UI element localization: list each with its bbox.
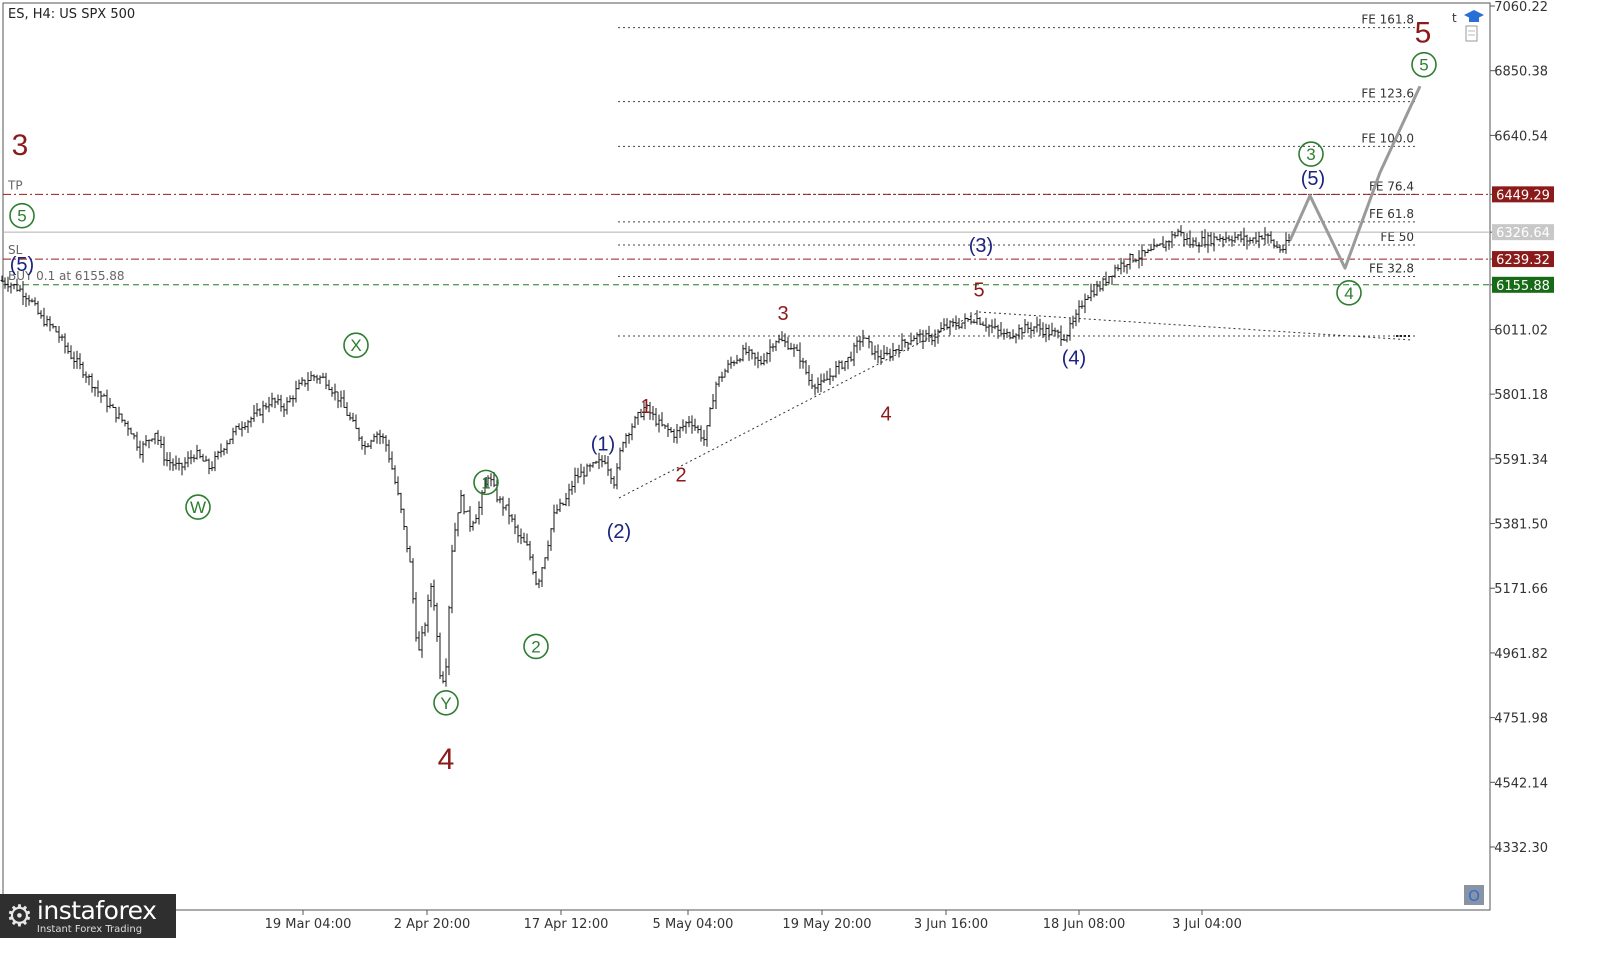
logo-tagline: Instant Forex Trading (36, 923, 143, 935)
wave-circle (9, 202, 35, 229)
price-badge (1492, 224, 1554, 241)
y-tick-label: 5591.34 (1494, 453, 1548, 468)
wave-label-paren: (2) (607, 521, 631, 543)
x-tick-label: 19 Mar 04:00 (265, 917, 352, 932)
y-tick-label: 6850.38 (1494, 65, 1548, 80)
y-tick-label: 7060.22 (1494, 0, 1548, 15)
wave-label-minor: 3 (777, 303, 788, 325)
svg-text:O: O (1468, 887, 1480, 905)
wave-labels: 3 5 (5) W X Y 4 1 2 (1) (2) 1 2 3 4 5 (3) (4) (5) 3 4 5 5 (9, 16, 1437, 776)
wave-circle (433, 690, 459, 716)
wave-label: 5 (17, 207, 26, 226)
t-icon[interactable]: t (1452, 11, 1457, 25)
trendlines (618, 311, 1413, 499)
price-badge (1492, 251, 1554, 268)
wave-label-paren: (3) (969, 235, 993, 257)
fib-label: FE 76.4 (1369, 179, 1414, 193)
y-tick-label: 5801.18 (1494, 388, 1548, 403)
projection (1288, 85, 1422, 270)
logo-brand: instaforex (36, 895, 157, 925)
wave-label: 2 (531, 637, 540, 656)
corner-button[interactable]: O (1464, 885, 1484, 905)
wave-label-paren: (5) (1301, 168, 1325, 190)
wave-circle (523, 633, 549, 660)
fib-label: FE 100.0 (1361, 131, 1414, 145)
channel-line-upper (978, 311, 1413, 341)
wave-label: 5 (1419, 56, 1428, 75)
wave-circle (1411, 51, 1437, 78)
y-tick-label: 5171.66 (1494, 582, 1548, 597)
buy-line-label: BUY 0.1 at 6155.88 (8, 269, 125, 283)
trade-levels: TP SL BUY 0.1 at 6155.88 (3, 178, 1490, 286)
wave-label-minor: 2 (675, 465, 686, 487)
price-badge-label: 6239.32 (1496, 253, 1550, 268)
y-tick-label: 5381.50 (1494, 518, 1548, 533)
wave-label: 3 (1306, 145, 1315, 164)
y-tick-label: 4751.98 (1494, 712, 1548, 727)
instaforex-logo: ⚙ instaforex Instant Forex Trading (0, 894, 176, 938)
price-badge-label: 6449.29 (1496, 188, 1550, 203)
price-axis: 7060.22 6850.38 6640.54 6449.29 6326.64 6239.… (1490, 0, 1554, 856)
price-badge (1492, 276, 1554, 293)
wave-label-minor: 5 (973, 280, 984, 302)
wave-circle (343, 332, 369, 358)
wave-label-major: 3 (12, 129, 29, 162)
price-badge (1492, 186, 1554, 203)
wave-label: 4 (1344, 284, 1353, 303)
tp-line-label: TP (7, 178, 23, 192)
wave-label-major: 5 (1415, 16, 1432, 49)
wave-label-minor: 4 (880, 404, 891, 426)
fib-label: FE 123.6 (1361, 87, 1414, 101)
wave-label: X (350, 336, 361, 355)
y-tick-label: 4332.30 (1494, 841, 1548, 856)
y-tick-label: 6011.02 (1494, 323, 1548, 338)
chart-area (2, 2, 1491, 911)
wave-label: W (190, 498, 206, 517)
wave-label-paren: (1) (591, 434, 615, 456)
y-tick-label: 4542.14 (1494, 776, 1548, 791)
wave-label-paren: (4) (1062, 348, 1086, 370)
x-tick-label: 2 Apr 20:00 (394, 917, 471, 932)
sl-line-label: SL (8, 243, 23, 257)
wave-label: Y (440, 694, 451, 713)
wave-label-paren: (5) (10, 254, 34, 276)
chart-title: ES, H4: US SPX 500 (8, 7, 135, 22)
x-tick-label: 3 Jun 16:00 (914, 917, 988, 932)
fib-label: FE 161.8 (1361, 13, 1414, 27)
y-tick-label: 6640.54 (1494, 129, 1548, 144)
wave-circle (473, 469, 499, 496)
hat-icon[interactable] (1464, 10, 1484, 22)
x-tick-label: 18 Jun 08:00 (1043, 917, 1126, 932)
wave-label-minor: 1 (640, 396, 651, 418)
price-badge-label: 6326.64 (1496, 226, 1550, 241)
gear-icon: ⚙ (6, 899, 33, 933)
x-tick-label: 3 Jul 04:00 (1172, 917, 1242, 932)
document-icon[interactable] (1465, 25, 1478, 42)
fib-label: FE 61.8 (1369, 207, 1414, 221)
wave-label-major: 4 (438, 743, 455, 776)
x-tick-label: 17 Apr 12:00 (524, 917, 609, 932)
wave-label: 1 (481, 473, 490, 492)
projection-line (1288, 85, 1422, 270)
wave-circle (185, 494, 211, 520)
x-tick-label: 19 May 20:00 (782, 917, 871, 932)
candles (0, 225, 1291, 687)
x-tick-label: 5 May 04:00 (653, 917, 734, 932)
price-badge-label: 6155.88 (1496, 279, 1550, 294)
y-tick-label: 4961.82 (1494, 647, 1548, 662)
wave-circle (1298, 141, 1324, 167)
fib-label: FE 50 (1380, 230, 1414, 244)
wave-circle (1336, 279, 1362, 306)
fib-label: FE 32.8 (1369, 261, 1414, 275)
